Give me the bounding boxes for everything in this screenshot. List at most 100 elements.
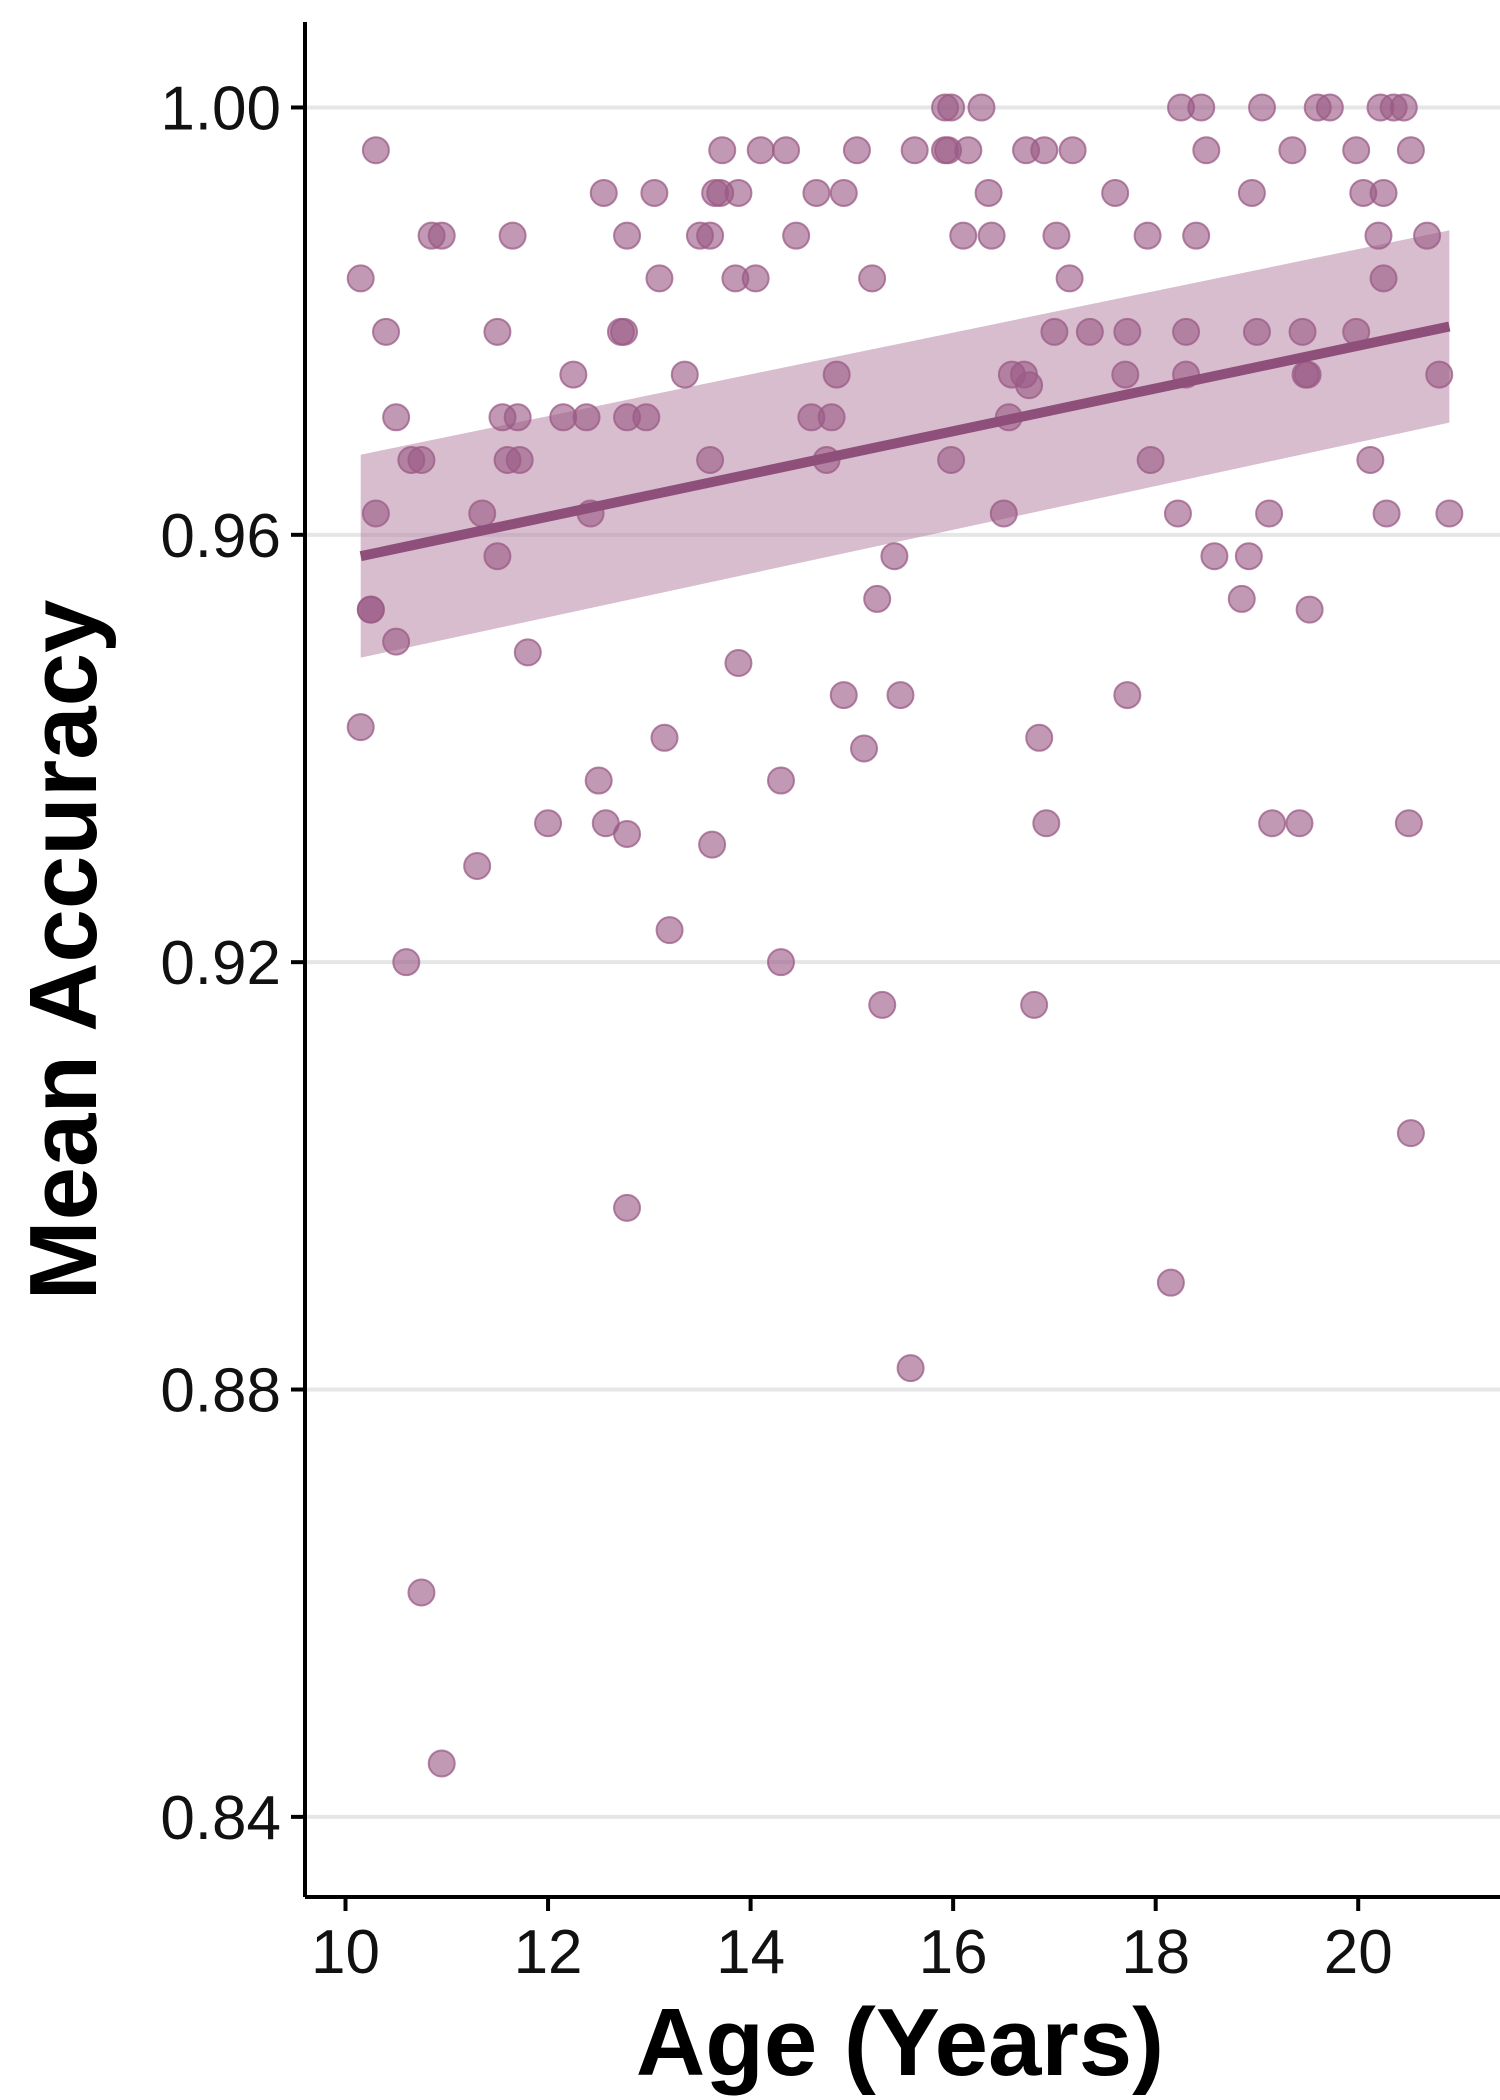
data-point — [822, 360, 851, 389]
data-point — [382, 403, 411, 432]
data-point — [1025, 723, 1054, 752]
data-point — [1113, 317, 1142, 346]
data-point — [610, 317, 639, 346]
data-point — [1101, 178, 1130, 207]
data-point — [1315, 93, 1344, 122]
data-point — [640, 178, 669, 207]
data-point — [772, 136, 801, 165]
data-point — [1396, 1119, 1425, 1148]
data-point — [782, 221, 811, 250]
data-point — [361, 136, 390, 165]
data-point — [1156, 1268, 1185, 1297]
axes — [303, 22, 1500, 1899]
data-point — [880, 542, 909, 571]
data-point — [708, 136, 737, 165]
data-point — [1163, 499, 1192, 528]
data-point — [829, 178, 858, 207]
data-point — [1030, 136, 1059, 165]
data-point — [1192, 136, 1221, 165]
x-tick-label: 12 — [514, 1918, 583, 1987]
data-point — [407, 1578, 436, 1607]
data-point — [407, 446, 436, 475]
data-point — [886, 681, 915, 710]
data-point — [463, 852, 492, 881]
data-point — [858, 264, 887, 293]
data-point — [1015, 371, 1044, 400]
data-point — [483, 542, 512, 571]
data-point — [817, 403, 846, 432]
data-point — [1278, 136, 1307, 165]
data-point — [1182, 221, 1211, 250]
data-point — [346, 264, 375, 293]
fit-line-layer — [359, 321, 1451, 562]
data-point — [483, 317, 512, 346]
data-point — [503, 403, 532, 432]
data-point — [427, 1749, 456, 1778]
data-point — [1133, 221, 1162, 250]
data-point — [989, 499, 1018, 528]
data-point — [613, 819, 642, 848]
data-point — [1425, 360, 1454, 389]
data-point — [1293, 360, 1322, 389]
data-point — [1413, 221, 1442, 250]
data-point — [505, 446, 534, 475]
data-point — [1258, 809, 1287, 838]
x-tick-label: 16 — [919, 1918, 988, 1987]
data-point — [1040, 317, 1069, 346]
data-point — [1396, 136, 1425, 165]
y-tick-label: 0.84 — [160, 1784, 281, 1853]
data-point — [382, 627, 411, 656]
data-point — [1187, 93, 1216, 122]
x-axis-title: Age (Years) — [636, 1989, 1164, 2096]
data-point — [1255, 499, 1284, 528]
data-point — [1295, 595, 1324, 624]
data-point — [1389, 93, 1418, 122]
data-point — [655, 916, 684, 945]
data-point — [1356, 446, 1385, 475]
data-point — [1075, 317, 1104, 346]
data-point — [613, 221, 642, 250]
data-point — [937, 446, 966, 475]
data-point — [741, 264, 770, 293]
data-point — [746, 136, 775, 165]
data-point — [1342, 136, 1371, 165]
y-axis-title: Mean Accuracy — [10, 600, 117, 1301]
data-point — [1020, 990, 1049, 1019]
data-point — [698, 830, 727, 859]
data-point — [1172, 317, 1201, 346]
data-point — [632, 403, 661, 432]
tick-layer: 0.84 0.88 0.92 0.96 1.00 10 12 14 16 18 20 — [160, 74, 1392, 1987]
data-point — [1435, 499, 1464, 528]
data-point — [361, 499, 390, 528]
data-point — [513, 638, 542, 667]
data-point — [1369, 264, 1398, 293]
y-tick-label: 0.96 — [160, 502, 281, 571]
data-point — [967, 93, 996, 122]
data-point — [1242, 317, 1271, 346]
data-point — [1285, 809, 1314, 838]
data-point — [977, 221, 1006, 250]
data-point — [724, 649, 753, 678]
data-point — [842, 136, 871, 165]
data-point — [356, 595, 385, 624]
data-point — [1042, 221, 1071, 250]
data-point — [559, 360, 588, 389]
data-point — [696, 446, 725, 475]
data-point — [613, 1193, 642, 1222]
data-point — [1058, 136, 1087, 165]
data-point — [829, 681, 858, 710]
data-point — [766, 766, 795, 795]
data-point — [1055, 264, 1084, 293]
data-point — [1237, 178, 1266, 207]
data-point — [427, 221, 456, 250]
data-point — [1200, 542, 1229, 571]
data-point — [802, 178, 831, 207]
data-point — [589, 178, 618, 207]
data-point — [1111, 360, 1140, 389]
data-point — [1227, 584, 1256, 613]
regression-line — [359, 321, 1451, 562]
data-points-layer — [346, 93, 1464, 1778]
data-point — [372, 317, 401, 346]
x-tick-label: 20 — [1324, 1918, 1393, 1987]
